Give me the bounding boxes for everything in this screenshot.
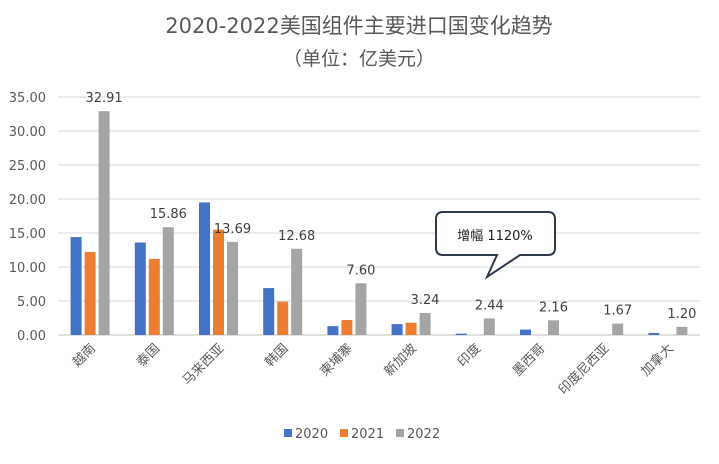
- bar-2020: [391, 324, 403, 335]
- bar-2020: [520, 329, 531, 335]
- bar-2022: [355, 283, 367, 335]
- y-axis: 0.00 5.00 10.00 15.00 20.00 25.00 30.00 35.00: [9, 91, 46, 344]
- chart-subtitle: （单位：亿美元）: [283, 48, 435, 70]
- legend: 2020 2021 2022: [284, 427, 440, 442]
- bar-2020: [263, 288, 275, 335]
- x-tick-label: 马来西亚: [180, 341, 227, 388]
- x-tick-label: 柬埔寨: [317, 341, 356, 380]
- legend-label: 2021: [351, 427, 384, 442]
- chart-title: 2020-2022美国组件主要进口国变化趋势: [165, 14, 552, 38]
- y-tick-label: 30.00: [9, 125, 46, 140]
- bar-2020: [70, 237, 82, 335]
- y-tick-label: 0.00: [17, 329, 46, 344]
- bar-2021: [213, 229, 224, 335]
- bar-2022: [483, 318, 495, 335]
- legend-swatch: [284, 429, 292, 437]
- x-tick-label: 印度尼西亚: [555, 341, 612, 398]
- x-axis: 越南 泰国 马来西亚 韩国 柬埔寨 新加坡 印度 墨西哥 印度尼西亚 加拿大: [69, 341, 677, 398]
- bar-2021: [277, 301, 289, 335]
- y-tick-label: 10.00: [9, 261, 46, 276]
- bar-2021: [341, 320, 353, 335]
- bar-2022: [291, 248, 303, 335]
- data-label: 3.24: [411, 293, 440, 308]
- x-tick-label: 墨西哥: [510, 341, 548, 379]
- bar-2022: [548, 320, 559, 335]
- data-label: 13.69: [214, 222, 251, 237]
- data-label: 15.86: [150, 207, 187, 222]
- legend-swatch: [396, 429, 404, 437]
- y-tick-label: 25.00: [9, 159, 46, 174]
- bar-2021: [148, 258, 160, 335]
- data-label: 7.60: [346, 263, 375, 278]
- legend-label: 2022: [407, 427, 440, 442]
- callout-shape: [435, 211, 556, 280]
- bar-2021: [405, 322, 417, 335]
- x-tick-label: 越南: [69, 341, 99, 371]
- data-label: 12.68: [278, 229, 315, 244]
- bar-2020: [648, 332, 660, 335]
- annotation-callout: 增幅 1120%: [435, 211, 556, 280]
- bar-2022: [612, 323, 624, 335]
- data-label: 2.16: [539, 300, 568, 315]
- x-tick-label: 泰国: [134, 341, 163, 370]
- y-tick-label: 35.00: [9, 91, 46, 106]
- data-label-layer: 32.91 15.86 13.69 12.68 7.60 3.24 2.44 2.16 1.67…: [85, 91, 696, 322]
- bar-2020: [327, 326, 339, 335]
- y-tick-label: 20.00: [9, 193, 46, 208]
- legend-swatch: [340, 429, 348, 437]
- bar-2022: [98, 111, 110, 335]
- x-tick-label: 加拿大: [638, 341, 677, 380]
- bar-layer: [70, 111, 688, 335]
- bar-2020: [199, 202, 210, 335]
- data-label: 32.91: [85, 91, 122, 106]
- data-label: 1.67: [603, 304, 632, 319]
- bar-2020: [455, 333, 467, 335]
- y-tick-label: 5.00: [17, 295, 46, 310]
- legend-label: 2020: [295, 427, 328, 442]
- data-label: 1.20: [667, 307, 696, 322]
- data-label: 2.44: [475, 298, 504, 313]
- callout-text: 增幅 1120%: [457, 229, 533, 244]
- bar-2022: [419, 312, 431, 335]
- bar-2022: [227, 241, 238, 335]
- bar-2021: [84, 252, 96, 335]
- x-tick-label: 新加坡: [381, 341, 420, 380]
- x-tick-label: 印度: [454, 341, 484, 371]
- bar-2020: [134, 242, 146, 335]
- x-tick-label: 韩国: [263, 341, 292, 370]
- bar-2022: [162, 227, 174, 335]
- bar-2022: [676, 326, 688, 335]
- y-tick-label: 15.00: [9, 227, 46, 242]
